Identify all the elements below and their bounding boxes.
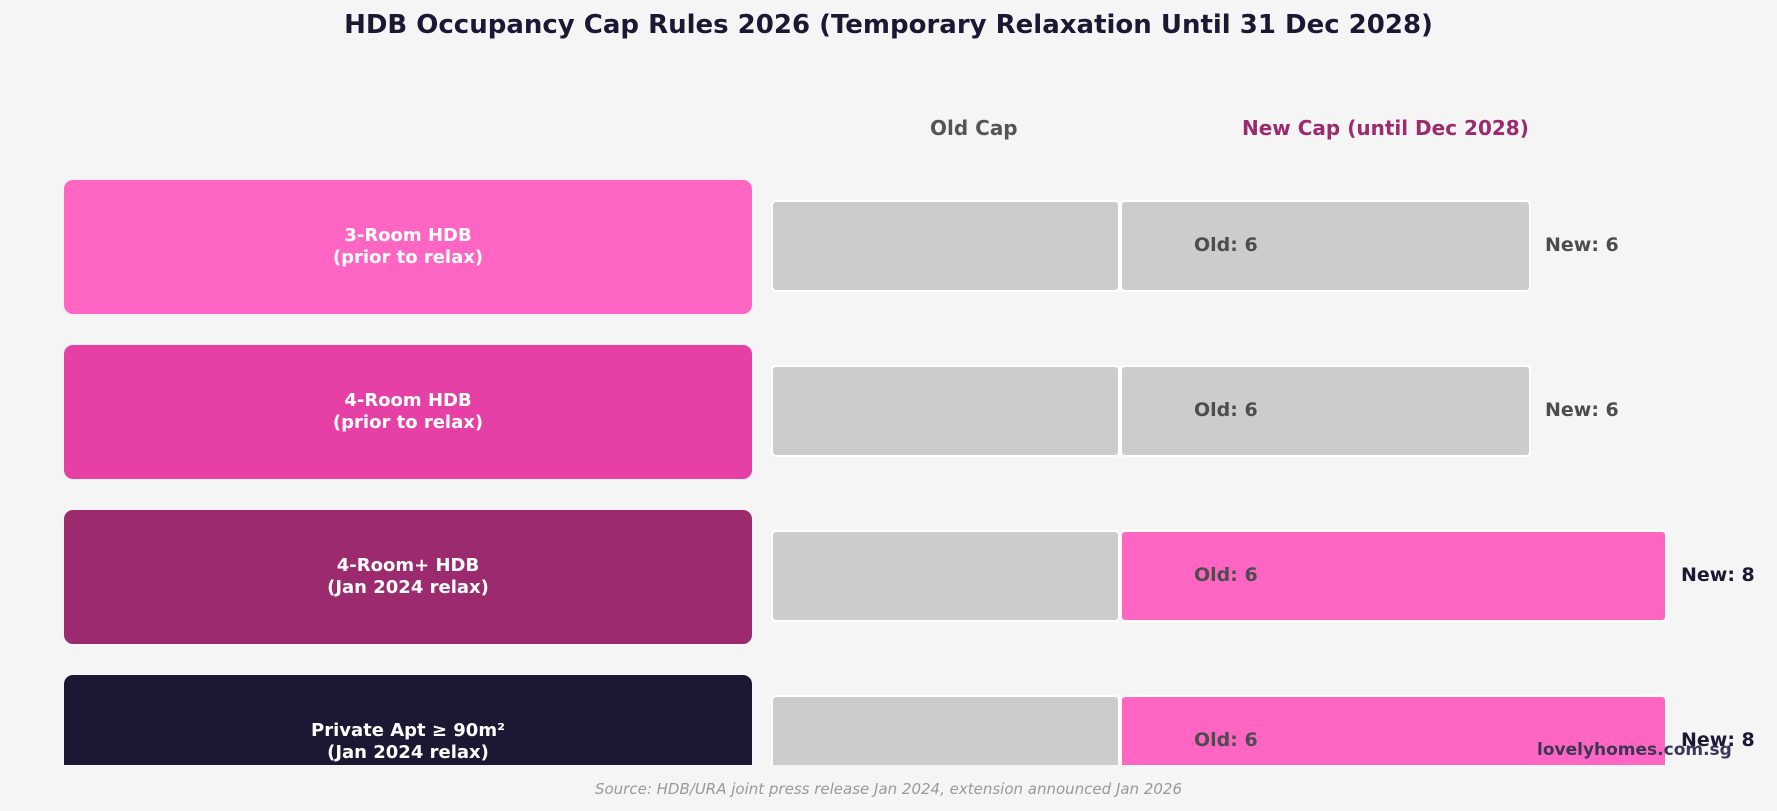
new-cap-bar bbox=[1120, 365, 1531, 457]
new-cap-bar bbox=[1120, 200, 1531, 292]
category-label-box: Private Apt ≥ 90m² (Jan 2024 relax) bbox=[64, 675, 752, 765]
category-label-line1: 4-Room+ HDB bbox=[336, 555, 480, 576]
chart-row: 4-Room+ HDB (Jan 2024 relax) Old: 6 New: 8 bbox=[0, 510, 1777, 650]
old-cap-bar bbox=[771, 200, 1120, 292]
old-cap-value-label: Old: 6 bbox=[1194, 399, 1258, 421]
old-cap-value-label: Old: 6 bbox=[1194, 234, 1258, 256]
new-cap-value-label: New: 6 bbox=[1545, 234, 1619, 256]
new-cap-bar bbox=[1120, 530, 1667, 622]
category-label-box: 4-Room HDB (prior to relax) bbox=[64, 345, 752, 479]
old-cap-bar bbox=[771, 695, 1120, 765]
old-cap-value-label: Old: 6 bbox=[1194, 564, 1258, 586]
new-cap-header: New Cap (until Dec 2028) bbox=[1242, 116, 1529, 140]
chart-rows: 3-Room HDB (prior to relax) Old: 6 New: 6 4-… bbox=[0, 180, 1777, 765]
category-label-line2: (prior to relax) bbox=[332, 412, 484, 433]
chart-title: HDB Occupancy Cap Rules 2026 (Temporary … bbox=[344, 10, 1433, 40]
chart-row: 4-Room HDB (prior to relax) Old: 6 New: 6 bbox=[0, 345, 1777, 485]
category-label-line1: Private Apt ≥ 90m² bbox=[311, 720, 505, 741]
category-label-line1: 4-Room HDB bbox=[344, 390, 472, 411]
chart-row: 3-Room HDB (prior to relax) Old: 6 New: 6 bbox=[0, 180, 1777, 320]
old-cap-header: Old Cap bbox=[930, 116, 1018, 140]
category-label-line2: (Jan 2024 relax) bbox=[327, 577, 489, 598]
new-cap-value-label: New: 8 bbox=[1681, 564, 1755, 586]
chart-row: Private Apt ≥ 90m² (Jan 2024 relax) Old: 6… bbox=[0, 675, 1777, 765]
new-cap-bar bbox=[1120, 695, 1667, 765]
category-label-box: 3-Room HDB (prior to relax) bbox=[64, 180, 752, 314]
category-label-line2: (prior to relax) bbox=[332, 247, 484, 268]
new-cap-value-label: New: 6 bbox=[1545, 399, 1619, 421]
old-cap-bar bbox=[771, 530, 1120, 622]
old-cap-bar bbox=[771, 365, 1120, 457]
old-cap-value-label: Old: 6 bbox=[1194, 729, 1258, 751]
category-label-line1: 3-Room HDB bbox=[344, 225, 472, 246]
watermark: lovelyhomes.com.sg bbox=[1537, 740, 1732, 760]
category-label-box: 4-Room+ HDB (Jan 2024 relax) bbox=[64, 510, 752, 644]
source-note: Source: HDB/URA joint press release Jan … bbox=[594, 780, 1183, 798]
new-cap-value-label: New: 8 bbox=[1681, 729, 1755, 751]
category-label-line2: (Jan 2024 relax) bbox=[327, 742, 489, 763]
